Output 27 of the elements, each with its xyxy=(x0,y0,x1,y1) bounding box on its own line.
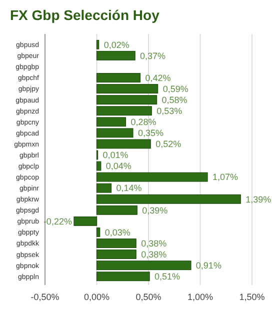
data-label: 0,58% xyxy=(162,94,188,105)
x-tick-label: 0,00% xyxy=(84,292,110,302)
data-label: 1,39% xyxy=(246,194,272,204)
data-label: 0,42% xyxy=(145,72,171,83)
x-tick-label: 1,00% xyxy=(187,292,214,302)
data-label: 0,02% xyxy=(104,40,130,50)
data-label: 0,91% xyxy=(196,260,222,270)
data-label: 1,07% xyxy=(212,172,238,182)
data-label: 0,51% xyxy=(154,272,180,282)
data-label: 0,59% xyxy=(162,84,188,94)
data-label: 0,01% xyxy=(102,150,128,160)
data-label: -0,22% xyxy=(43,216,72,226)
data-label: 0,53% xyxy=(156,106,182,116)
data-label: 0,04% xyxy=(106,161,132,172)
x-tick-label: 0,50% xyxy=(136,292,162,302)
x-tick-label: 1,50% xyxy=(239,292,265,302)
data-label: 0,39% xyxy=(142,205,168,216)
data-label: 0,38% xyxy=(141,249,167,260)
chart-title: FX Gbp Selección Hoy xyxy=(10,7,160,23)
data-label: 0,28% xyxy=(130,117,156,128)
data-label: 0,38% xyxy=(141,238,167,248)
x-tick-label: -0,50% xyxy=(30,292,60,302)
data-label: 0,37% xyxy=(140,50,166,61)
data-label: 0,52% xyxy=(156,139,182,150)
data-label: 0,03% xyxy=(104,227,130,238)
data-label: 0,35% xyxy=(138,128,164,138)
data-label: 0,14% xyxy=(116,183,142,194)
